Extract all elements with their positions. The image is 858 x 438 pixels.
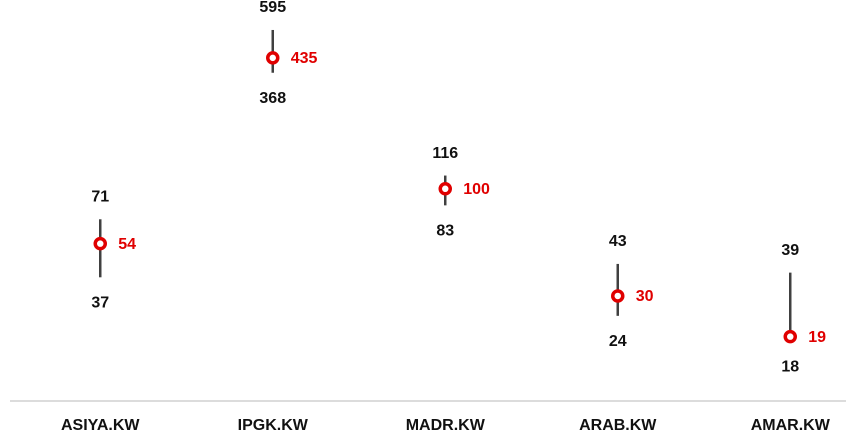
x-tick-label: IPGK.KW	[238, 417, 309, 434]
low-label: 24	[609, 333, 627, 350]
x-tick-label: ASIYA.KW	[61, 417, 140, 434]
high-label: 116	[432, 145, 458, 162]
high-label: 39	[781, 242, 799, 259]
close-marker	[783, 329, 797, 344]
close-marker	[266, 51, 280, 65]
close-label: 100	[463, 181, 490, 198]
low-label: 368	[259, 90, 286, 107]
close-label: 19	[808, 329, 826, 346]
low-label: 83	[436, 223, 454, 240]
low-label: 37	[91, 295, 109, 312]
close-marker	[438, 182, 452, 196]
low-label: 18	[781, 359, 799, 376]
high-label: 595	[259, 0, 286, 16]
close-label: 54	[118, 236, 136, 253]
x-tick-label: AMAR.KW	[751, 417, 831, 434]
x-tick-label: ARAB.KW	[579, 417, 657, 434]
x-tick-label: MADR.KW	[406, 417, 486, 434]
close-label: 30	[636, 288, 654, 305]
close-marker	[611, 289, 625, 303]
high-label: 43	[609, 233, 627, 250]
close-label: 435	[291, 50, 318, 67]
high-label: 71	[91, 188, 109, 205]
close-marker	[93, 236, 107, 251]
